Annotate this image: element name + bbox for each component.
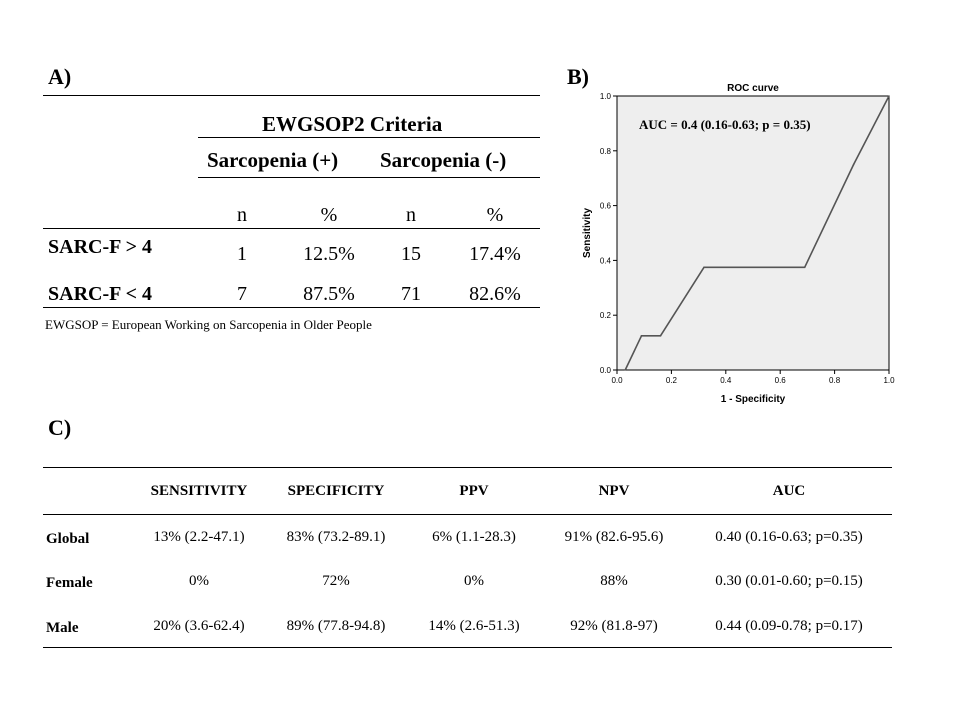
panel-label-a: A) [48,64,72,89]
y-tick-label: 0.4 [600,256,612,265]
roc-point [852,163,855,166]
table-c-cell-npv: 88% [600,573,628,589]
row1-n-neg: 15 [401,243,421,265]
y-tick-label: 0.6 [600,202,612,211]
table-c-row-label: Global [46,531,90,547]
y-axis-label: Sensitivity [582,208,593,258]
row-label-1: SARC-F > 4 [48,236,152,258]
table-a-top-rule [43,95,540,96]
table-c-cell-ppv: 0% [464,573,484,589]
table-c-cell-npv: 92% (81.8-97) [570,618,658,634]
row1-pct-pos: 12.5% [303,243,355,265]
table-c-cell-auc: 0.40 (0.16-0.63; p=0.35) [715,529,863,545]
table-c-top-rule [43,467,892,468]
table-c-cell-specificity: 72% [322,573,350,589]
table-c-cell-auc: 0.30 (0.01-0.60; p=0.15) [715,573,863,589]
y-tick-label: 0.8 [600,147,612,156]
row2-n-pos: 7 [237,283,247,305]
table-c-header-ppv: PPV [459,483,489,499]
table-a-footnote: EWGSOP = European Working on Sarcopenia … [45,317,372,332]
col-pct-neg: % [486,204,504,226]
row2-n-neg: 71 [401,283,421,305]
row1-n-pos: 1 [237,243,247,265]
y-tick-label: 0.2 [600,311,612,320]
subheader-rule [43,228,540,229]
table-c-cell-ppv: 14% (2.6-51.3) [428,618,520,634]
table-c-row-label: Male [46,620,79,636]
table-c-cell-ppv: 6% (1.1-28.3) [432,529,516,545]
x-tick-label: 0.2 [666,376,678,385]
row-label-2: SARC-F < 4 [48,283,152,305]
table-c-header-npv: NPV [598,483,630,499]
y-tick-label: 1.0 [600,92,612,101]
roc-point [659,334,662,337]
panel-label-c: C) [48,415,72,440]
criteria-header: EWGSOP2 Criteria [262,112,443,136]
table-c-cell-sensitivity: 0% [189,573,209,589]
roc-point [703,266,705,269]
plot-area [616,95,890,371]
row1-pct-neg: 17.4% [469,243,521,265]
table-c-cell-npv: 91% (82.6-95.6) [564,529,664,545]
chart-title: ROC curve [727,83,779,94]
roc-point [624,369,626,371]
x-tick-label: 0.0 [611,376,623,385]
roc-point [888,95,890,97]
table-c-row-label: Female [46,575,93,591]
table-c-cell-sensitivity: 13% (2.2-47.1) [153,529,245,545]
y-tick-label: 0.0 [600,366,612,375]
x-tick-label: 0.6 [775,376,787,385]
x-axis-label: 1 - Specificity [721,394,786,405]
table-a: EWGSOP2 Criteria Sarcopenia (+) Sarcopen… [0,0,560,340]
panel-label-b: B) [567,64,589,89]
row2-pct-neg: 82.6% [469,283,521,305]
table-a-bottom-rule [43,307,540,308]
col-n-neg: n [406,204,416,226]
group-positive-header: Sarcopenia (+) [207,148,339,172]
table-c-header-specificity: SPECIFICITY [287,483,385,499]
group-rule [198,177,540,178]
table-c-cell-specificity: 89% (77.8-94.8) [286,618,386,634]
group-negative-header: Sarcopenia (-) [380,148,507,172]
criteria-rule [198,137,540,138]
table-c-bottom-rule [43,647,892,648]
table-c-cell-sensitivity: 20% (3.6-62.4) [153,618,245,634]
row2-pct-pos: 87.5% [303,283,355,305]
roc-chart: ROC curve 1 - Specificity Sensitivity AUC =… [565,60,905,410]
roc-point [803,266,806,269]
auc-annotation: AUC = 0.4 (0.16-0.63; p = 0.35) [639,117,811,132]
x-tick-label: 0.4 [720,376,732,385]
col-pct-pos: % [320,204,338,226]
roc-point [640,334,643,337]
table-c-cell-auc: 0.44 (0.09-0.78; p=0.17) [715,618,863,634]
table-c-header-auc: AUC [772,483,806,499]
table-c-cell-specificity: 83% (73.2-89.1) [286,529,386,545]
roc-chart-svg: ROC curve 1 - Specificity Sensitivity AUC =… [582,83,895,405]
table-c-header-rule [43,514,892,515]
x-tick-label: 0.8 [829,376,841,385]
table-c-header-sensitivity: SENSITIVITY [150,483,248,499]
x-tick-label: 1.0 [883,376,895,385]
col-n-pos: n [237,204,247,226]
